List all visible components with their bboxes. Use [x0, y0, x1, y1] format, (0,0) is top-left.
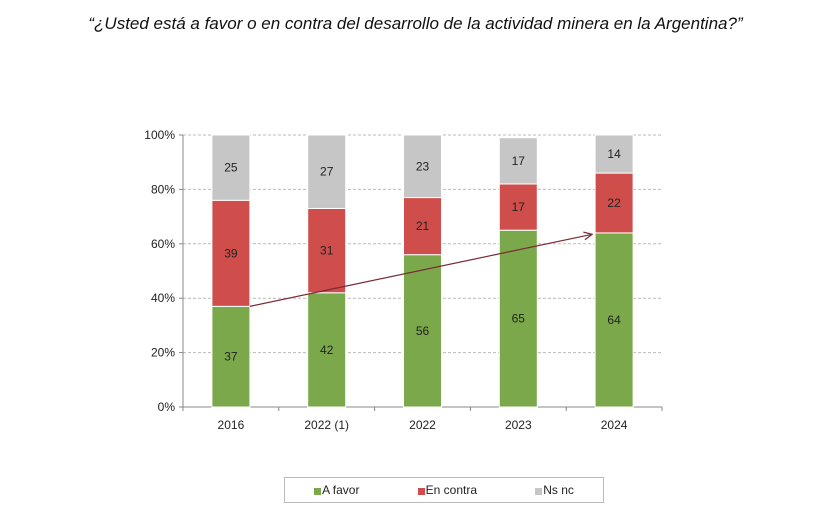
- legend-swatch: [535, 488, 543, 495]
- bar-segment: [307, 292, 347, 408]
- chart-title: “¿Usted está a favor o en contra del des…: [88, 14, 743, 33]
- data-label: 37: [224, 350, 238, 364]
- x-tick-label: 2023: [505, 418, 532, 432]
- y-tick-label: 80%: [151, 182, 175, 196]
- data-label: 14: [607, 147, 621, 161]
- trend-arrow: [249, 233, 593, 307]
- data-label: 65: [512, 312, 526, 326]
- bar-segment: [307, 207, 347, 294]
- data-label: 23: [416, 159, 430, 173]
- legend-label: En contra: [425, 483, 478, 497]
- bar-segment: [403, 134, 442, 199]
- data-label: 25: [224, 161, 238, 175]
- bar-segment: [403, 254, 442, 408]
- bar-segment: [211, 134, 251, 201]
- x-tick-label: 2016: [218, 418, 245, 432]
- legend-label: Ns nc: [543, 483, 574, 497]
- bar-segment: [211, 305, 251, 408]
- legend-label: A favor: [322, 483, 360, 497]
- legend-item: En contra: [417, 483, 478, 497]
- legend-item: A favor: [314, 483, 359, 497]
- bar-segment: [498, 183, 538, 231]
- legend-swatch: [314, 488, 322, 495]
- y-tick-label: 100%: [144, 128, 175, 142]
- x-tick-label: 2022: [409, 418, 436, 432]
- y-tick-label: 40%: [151, 291, 175, 305]
- arrow-head-icon: [583, 231, 594, 241]
- bar-segment: [498, 137, 538, 185]
- data-label: 39: [224, 246, 238, 260]
- legend: A favor En contra Ns nc: [284, 477, 604, 503]
- data-label: 17: [512, 154, 526, 168]
- bar-segment: [498, 229, 538, 408]
- bar-segment: [211, 199, 251, 307]
- data-label: 22: [607, 196, 621, 210]
- data-label: 21: [416, 219, 430, 233]
- data-label: 17: [512, 200, 526, 214]
- legend-item: Ns nc: [535, 483, 574, 497]
- data-label: 27: [320, 165, 334, 179]
- data-label: 31: [320, 244, 334, 258]
- y-tick-label: 0%: [158, 400, 176, 414]
- y-tick-label: 20%: [151, 346, 175, 360]
- x-tick-label: 2022 (1): [304, 418, 349, 432]
- bar-segment: [594, 172, 634, 234]
- bar-segment: [594, 134, 634, 174]
- bar-segment: [403, 197, 442, 256]
- bar-segment: [594, 232, 634, 408]
- x-tick-label: 2024: [601, 418, 628, 432]
- legend-swatch: [417, 488, 425, 495]
- y-tick-label: 60%: [151, 237, 175, 251]
- data-label: 42: [320, 343, 334, 357]
- data-label: 56: [416, 324, 430, 338]
- bar-segment: [307, 134, 347, 209]
- data-label: 64: [607, 313, 621, 327]
